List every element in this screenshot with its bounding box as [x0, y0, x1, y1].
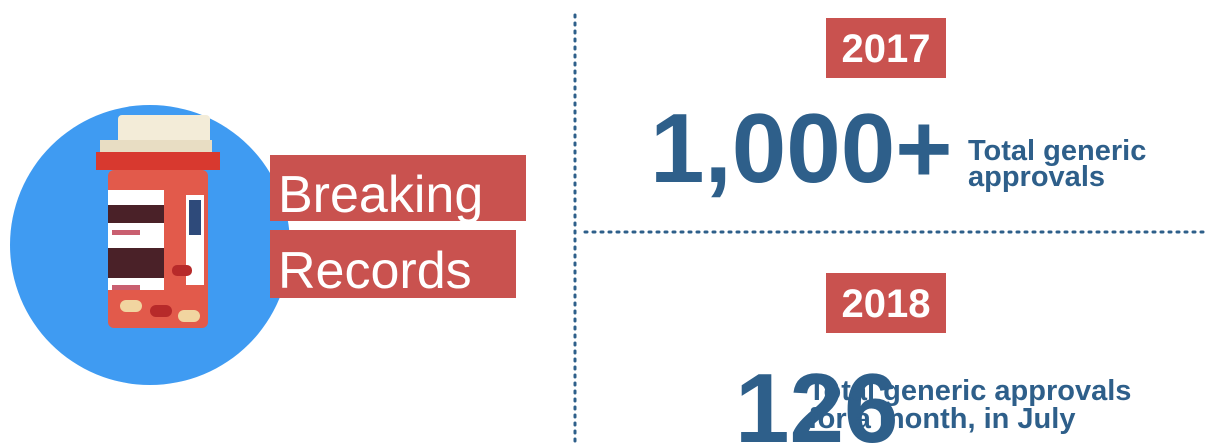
stat-description: approvals	[968, 161, 1105, 193]
title-line: Breaking	[278, 166, 483, 224]
title-line: Records	[278, 242, 472, 300]
year: 2017	[842, 27, 931, 71]
pill-bottle-illustration	[10, 105, 290, 385]
year: 2018	[842, 282, 931, 326]
stat-description: for a month, in July	[808, 403, 1075, 435]
stat-figure: 1,000+	[650, 93, 952, 203]
infographic: Breaking Records 2017 1,000+ Total gener…	[0, 0, 1209, 445]
